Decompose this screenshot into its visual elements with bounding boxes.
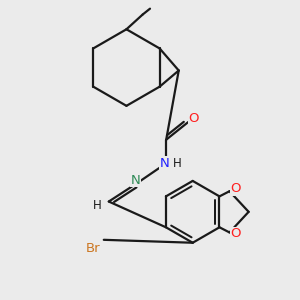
Text: N: N bbox=[160, 157, 169, 170]
Text: O: O bbox=[231, 182, 241, 195]
Text: N: N bbox=[130, 173, 140, 187]
Text: H: H bbox=[93, 199, 101, 212]
Text: O: O bbox=[231, 227, 241, 240]
Text: Br: Br bbox=[85, 242, 100, 255]
Text: O: O bbox=[188, 112, 199, 125]
Text: H: H bbox=[173, 157, 182, 170]
